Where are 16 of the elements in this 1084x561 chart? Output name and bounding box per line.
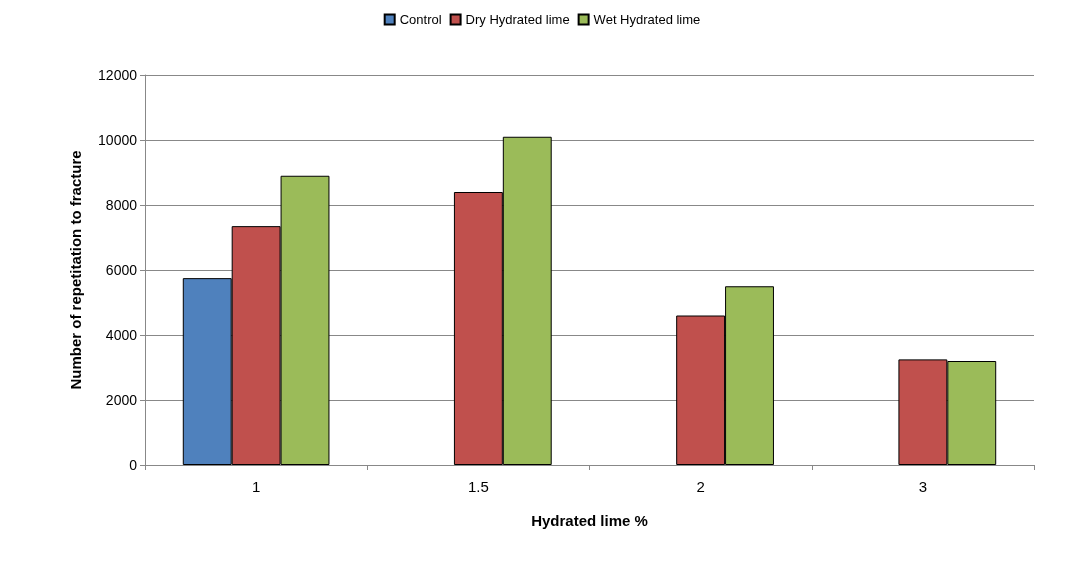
- y-tick-label: 12000: [98, 67, 138, 83]
- legend-label: Dry Hydrated lime: [465, 12, 570, 27]
- x-tick-label: 1: [251, 478, 261, 495]
- x-tick-label: 3: [918, 478, 928, 495]
- legend-label: Wet Hydrated lime: [593, 12, 701, 27]
- x-axis-title: Hydrated lime %: [531, 512, 648, 529]
- x-tick-label: 1.5: [467, 478, 489, 495]
- x-tick-label: 2: [696, 478, 705, 495]
- y-tick-label: 8000: [105, 197, 138, 213]
- y-tick-label: 4000: [105, 327, 138, 343]
- y-tick-label: 2000: [105, 392, 138, 408]
- y-axis-title: Number of repetitation to fracture: [67, 150, 84, 390]
- y-tick-label: 0: [129, 457, 138, 473]
- y-tick-label: 10000: [98, 132, 138, 148]
- legend-label: Control: [399, 12, 442, 27]
- y-tick-label: 6000: [105, 262, 138, 278]
